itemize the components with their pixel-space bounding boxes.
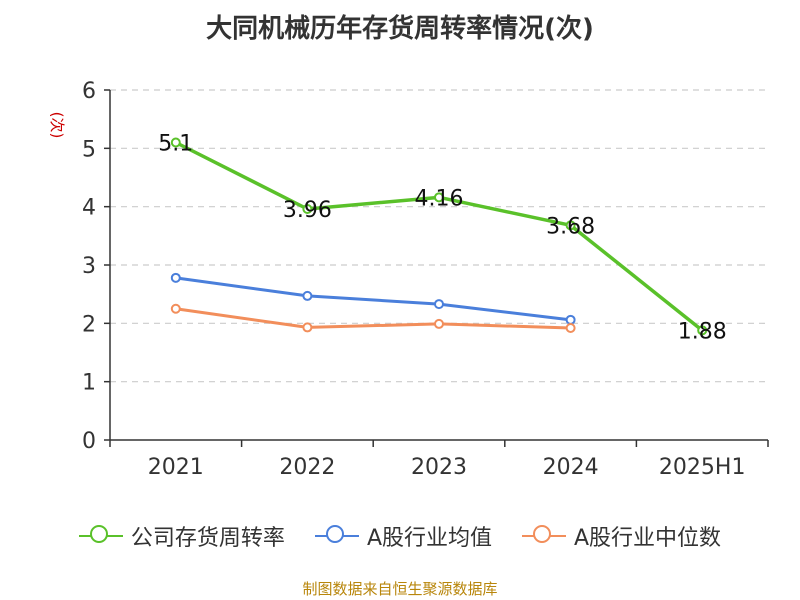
data-label: 5.1: [158, 132, 193, 157]
legend-label-industry-median: A股行业中位数: [574, 526, 722, 551]
data-point[interactable]: [565, 323, 576, 333]
y-tick-label: 1: [82, 371, 96, 396]
y-tick-label: 4: [82, 196, 96, 221]
data-point[interactable]: [170, 272, 181, 283]
data-label: 3.68: [546, 214, 595, 239]
legend-item-company[interactable]: 公司存货周转率: [78, 520, 285, 552]
x-tick-label: 2021: [148, 455, 204, 480]
y-axis-label: (次): [48, 112, 66, 139]
legend-marker-company: [78, 524, 123, 548]
chart-title: 大同机械历年存货周转率情况(次): [206, 14, 594, 44]
data-point[interactable]: [170, 137, 181, 148]
data-point[interactable]: [302, 290, 313, 301]
data-label: 4.16: [415, 186, 464, 211]
legend-marker-industry-mean: [314, 524, 359, 548]
data-point[interactable]: [434, 318, 444, 329]
x-tick-label: 2022: [279, 455, 335, 480]
y-tick-label: 0: [82, 429, 96, 454]
grid: [110, 89, 768, 383]
y-tick-label: 3: [82, 254, 96, 279]
legend-label-company: 公司存货周转率: [130, 526, 285, 551]
y-tick-label: 6: [82, 79, 96, 104]
legend-label-industry-mean: A股行业均值: [366, 526, 492, 551]
series: [170, 137, 708, 336]
data-point[interactable]: [697, 325, 708, 336]
data-point[interactable]: [434, 192, 444, 203]
series-line: [175, 307, 571, 330]
data-point[interactable]: [565, 314, 576, 325]
data-point[interactable]: [565, 220, 576, 231]
legend-item-industry-median[interactable]: A股行业中位数: [522, 520, 721, 552]
legend-item-industry-mean[interactable]: A股行业均值: [314, 520, 492, 552]
y-tick-label: 2: [82, 312, 96, 337]
axes: 0 1 2 3 4 5 6 2021 2022 2023 2024 2025H1: [82, 79, 769, 480]
y-tick-label: 5: [82, 137, 96, 162]
data-point[interactable]: [302, 204, 313, 214]
data-point[interactable]: [434, 299, 444, 310]
x-tick-label: 2023: [411, 455, 467, 480]
x-tick-label: 2024: [543, 455, 599, 480]
data-point[interactable]: [170, 303, 181, 314]
data-point[interactable]: [302, 322, 313, 333]
series-line: [175, 276, 571, 322]
legend-marker-industry-median: [522, 524, 566, 548]
data-label: 1.88: [678, 319, 727, 344]
legend: 公司存货周转率 A股行业均值 A股行业中位数: [0, 520, 800, 552]
source-note: 制图数据来自恒生聚源数据库: [302, 580, 498, 598]
data-label: 3.96: [283, 198, 332, 223]
data-labels: 5.1 3.96 4.16 3.68 1.88: [158, 132, 726, 345]
x-tick-label: 2025H1: [659, 455, 746, 480]
